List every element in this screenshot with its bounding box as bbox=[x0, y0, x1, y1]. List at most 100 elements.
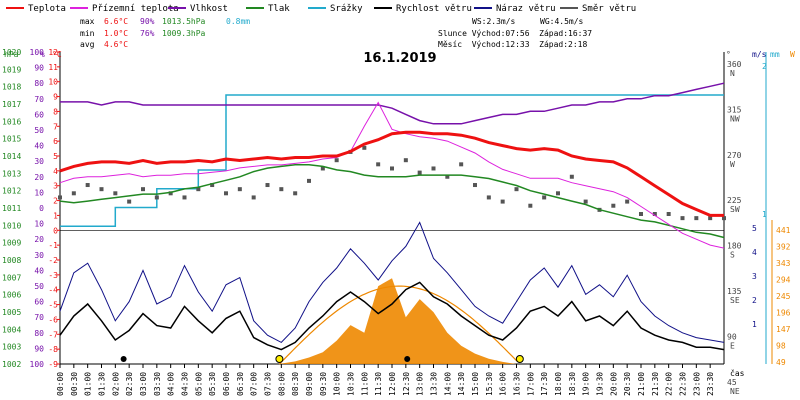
pct-tick-10: 0 bbox=[39, 204, 44, 213]
c-tick-2: 10 bbox=[48, 78, 58, 87]
stat-max-temp: 6.6°C bbox=[104, 17, 128, 26]
w-tick-8: 49 bbox=[776, 358, 786, 367]
wind-dir-point bbox=[652, 212, 657, 216]
time-tick-29: 14:30 bbox=[457, 372, 466, 396]
time-tick-22: 11:00 bbox=[360, 372, 369, 396]
stat-min-temp: 1.0°C bbox=[104, 29, 128, 38]
wind-dir-point bbox=[486, 195, 491, 200]
ms-tick-0: 2 bbox=[762, 62, 767, 71]
dir-deg-tick-4: 180 bbox=[727, 242, 742, 251]
wind-dir-point bbox=[99, 187, 104, 192]
legend-label-3: Tlak bbox=[268, 4, 290, 14]
stat-avg-temp: 4.6°C bbox=[104, 40, 128, 49]
wind-dir-point bbox=[279, 187, 284, 192]
w-tick-3: 294 bbox=[776, 276, 791, 285]
wind-dir-point bbox=[58, 195, 62, 200]
time-tick-36: 18:00 bbox=[554, 372, 563, 396]
time-tick-46: 23:00 bbox=[692, 372, 701, 396]
time-tick-30: 15:00 bbox=[471, 372, 480, 396]
c-tick-1: 11 bbox=[48, 63, 58, 72]
c-tick-12: 0 bbox=[53, 226, 58, 235]
time-tick-39: 19:30 bbox=[596, 372, 605, 396]
hpa-tick-13: 1007 bbox=[2, 273, 21, 282]
wind-dir-point bbox=[500, 199, 505, 204]
wind-dir-point bbox=[141, 187, 145, 192]
wind-dir-point bbox=[390, 166, 394, 171]
dir-name-tick-3: SW bbox=[730, 205, 740, 214]
w-tick-7: 98 bbox=[776, 342, 786, 351]
time-tick-32: 16:00 bbox=[499, 372, 508, 396]
legend-label-5: Rychlost větru bbox=[396, 4, 472, 14]
c-tick-0: 12 bbox=[48, 48, 58, 57]
time-tick-11: 05:30 bbox=[208, 372, 217, 396]
pct-tick-20: 100 bbox=[30, 360, 45, 369]
wind-dir-point bbox=[722, 216, 726, 221]
pct-tick-8: 20 bbox=[34, 173, 44, 182]
wind-dir-point bbox=[542, 195, 547, 200]
c-tick-8: 4 bbox=[53, 167, 58, 176]
hpa-tick-11: 1009 bbox=[2, 239, 21, 248]
c-tick-18: -6 bbox=[48, 315, 58, 324]
wind-dir-point bbox=[376, 162, 381, 167]
hpa-tick-9: 1011 bbox=[2, 204, 21, 213]
time-tick-6: 03:00 bbox=[139, 372, 148, 396]
time-tick-10: 05:00 bbox=[194, 372, 203, 396]
chart-title: 16.1.2019 bbox=[363, 51, 436, 66]
time-tick-24: 12:00 bbox=[388, 372, 397, 396]
ms-tick-2: 5 bbox=[752, 224, 757, 233]
time-tick-41: 20:30 bbox=[623, 372, 632, 396]
w-tick-6: 147 bbox=[776, 325, 791, 334]
c-tick-4: 8 bbox=[53, 107, 58, 116]
wind-dir-point bbox=[85, 183, 90, 188]
time-tick-47: 23:30 bbox=[706, 372, 715, 396]
legend-label-6: Náraz větru bbox=[496, 4, 556, 14]
time-tick-7: 03:30 bbox=[153, 372, 162, 396]
wind-dir-point bbox=[431, 166, 436, 171]
time-tick-45: 22:30 bbox=[679, 372, 688, 396]
time-tick-42: 21:00 bbox=[637, 372, 646, 396]
wind-dir-point bbox=[307, 178, 311, 183]
moonrise-marker bbox=[404, 356, 411, 362]
wind-dir-point bbox=[320, 166, 325, 171]
wind-dir-point bbox=[251, 195, 256, 200]
mm-axis-title: mm bbox=[770, 50, 780, 59]
hpa-tick-0: 1020 bbox=[2, 48, 21, 57]
deg-axis-title: ° bbox=[726, 50, 731, 59]
info-wg: WG:4.5m/s bbox=[540, 17, 584, 26]
wind-dir-point bbox=[514, 187, 519, 192]
time-tick-28: 14:00 bbox=[443, 372, 452, 396]
info-sun: Slunce Východ:07:56 Západ:16:37 bbox=[438, 29, 592, 38]
stat-max-rain: 0.8mm bbox=[226, 17, 250, 26]
pct-tick-15: 50 bbox=[34, 282, 44, 291]
ms-tick-6: 1 bbox=[752, 320, 757, 329]
w-tick-5: 196 bbox=[776, 309, 791, 318]
time-tick-12: 06:00 bbox=[222, 372, 231, 396]
series-rain bbox=[60, 94, 724, 228]
w-tick-1: 392 bbox=[776, 243, 791, 252]
time-tick-14: 07:00 bbox=[250, 372, 259, 396]
hpa-tick-6: 1014 bbox=[2, 152, 21, 161]
dir-deg-tick-1: 315 bbox=[727, 105, 742, 114]
hpa-tick-3: 1017 bbox=[2, 100, 21, 109]
hpa-tick-12: 1008 bbox=[2, 256, 21, 265]
time-tick-16: 08:00 bbox=[277, 372, 286, 396]
c-tick-13: -1 bbox=[48, 241, 58, 250]
pct-tick-12: 20 bbox=[34, 235, 44, 244]
pct-tick-1: 90 bbox=[34, 64, 44, 73]
series-ground-temp bbox=[59, 101, 725, 249]
time-tick-3: 01:30 bbox=[98, 372, 107, 396]
w-tick-4: 245 bbox=[776, 292, 791, 301]
c-tick-5: 7 bbox=[53, 122, 58, 131]
time-tick-25: 12:30 bbox=[402, 372, 411, 396]
time-tick-27: 13:30 bbox=[430, 372, 439, 396]
stat-min-hum: 76% bbox=[140, 29, 155, 38]
time-tick-37: 18:30 bbox=[568, 372, 577, 396]
time-tick-4: 02:00 bbox=[111, 372, 120, 396]
c-tick-10: 2 bbox=[53, 197, 58, 206]
pct-tick-6: 40 bbox=[34, 142, 44, 151]
info-block: WS:2.3m/s WG:4.5m/s Slunce Východ:07:56 … bbox=[438, 17, 592, 49]
dir-name-tick-7: NE bbox=[730, 387, 740, 396]
hpa-tick-15: 1005 bbox=[2, 308, 21, 317]
time-tick-15: 07:30 bbox=[264, 372, 273, 396]
